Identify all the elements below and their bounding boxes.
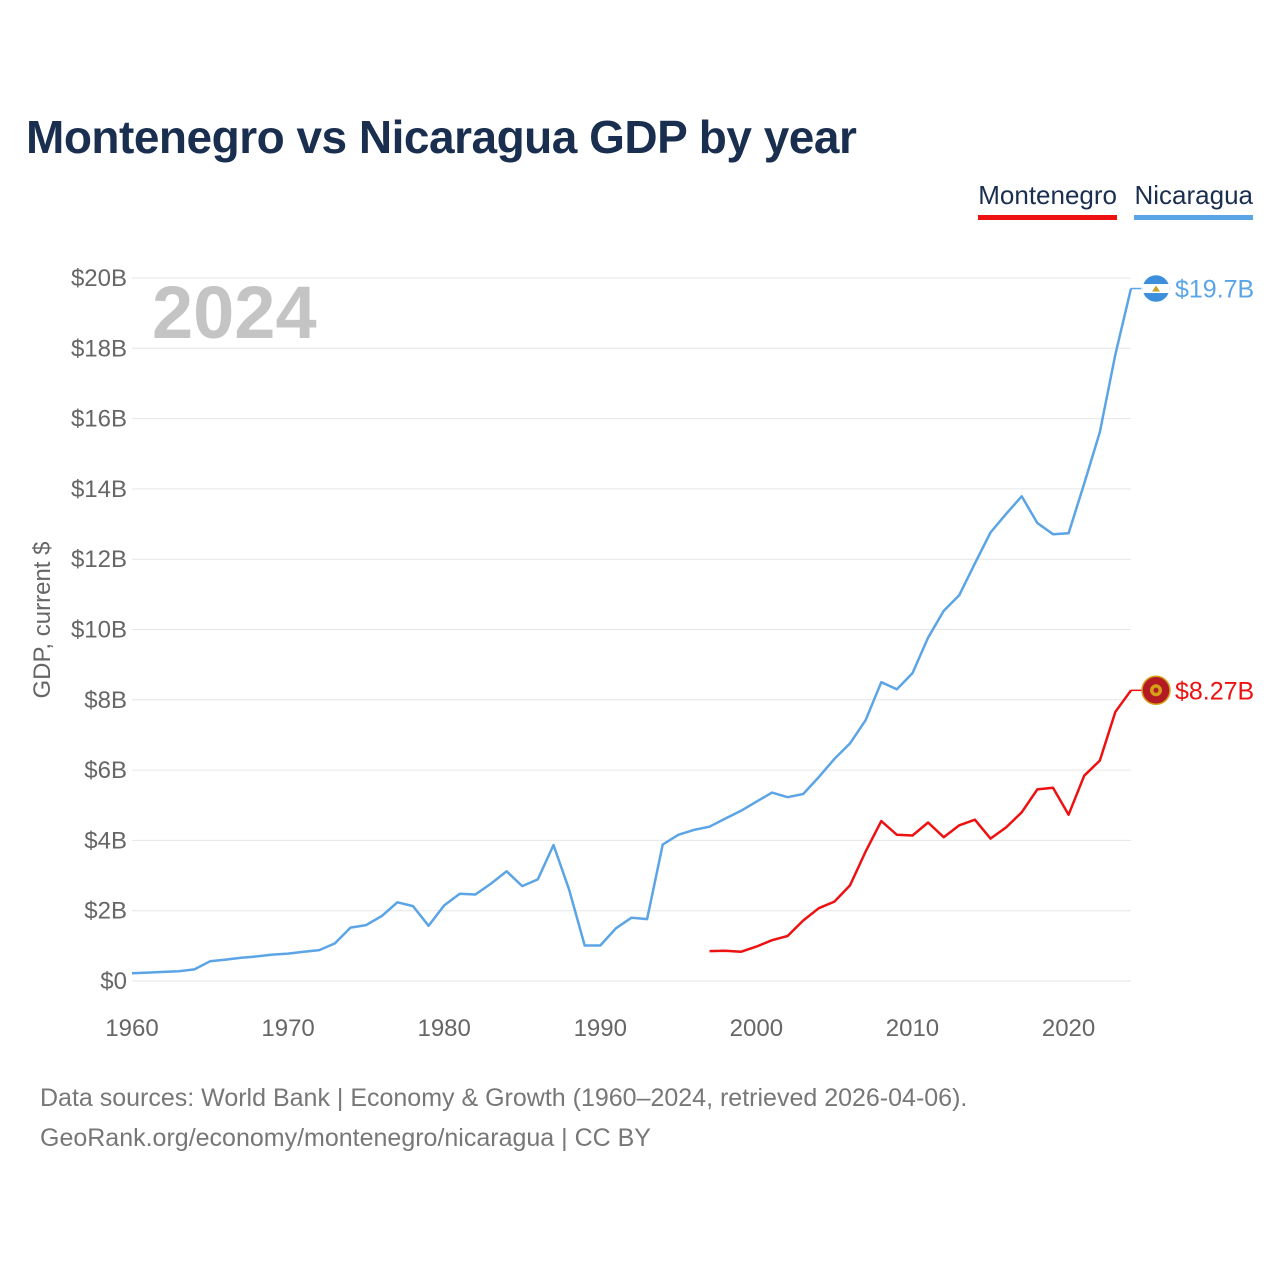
series-line-montenegro[interactable]: [709, 689, 1133, 954]
y-tick-label: $20B: [71, 265, 127, 292]
legend-item-nicaragua[interactable]: Nicaragua: [1134, 180, 1253, 220]
source-line-2[interactable]: GeoRank.org/economy/montenegro/nicaragua…: [40, 1124, 651, 1152]
y-axis: $0 $2B $4B $6B $8B $10B $12B $14B $16B $18B $20B: [71, 265, 127, 995]
line-chart: 2024 $0$2B$4B$6B$8B$10B$12B$14B$16B$18B$…: [29, 265, 1254, 1042]
end-value-label: $19.7B: [1175, 276, 1254, 304]
source-line-1: Data sources: World Bank | Economy & Gro…: [40, 1084, 968, 1112]
legend-item-montenegro[interactable]: Montenegro: [978, 180, 1117, 220]
y-axis-label: GDP, current $: [29, 542, 56, 699]
x-axis: 1960 1970 1980 1990 2000 2010 2020: [105, 1015, 1095, 1042]
x-tick-label: 2020: [1042, 1015, 1095, 1042]
series-lines: [131, 288, 1133, 975]
series-line-nicaragua[interactable]: [131, 288, 1133, 975]
y-tick-label: $2B: [84, 898, 127, 925]
x-tick-label: 1970: [261, 1015, 314, 1042]
end-value-label: $8.27B: [1175, 677, 1254, 705]
y-tick-label: $14B: [71, 476, 127, 503]
y-tick-label: $8B: [84, 687, 127, 714]
flag-emblem-center: [1153, 687, 1159, 693]
y-tick-label: $18B: [71, 335, 127, 362]
y-tick-label: $4B: [84, 827, 127, 854]
x-tick-label: 2010: [886, 1015, 939, 1042]
y-tick-label: $16B: [71, 406, 127, 433]
x-tick-label: 1990: [574, 1015, 627, 1042]
grid-lines: [132, 277, 1131, 982]
x-tick-label: 1980: [417, 1015, 470, 1042]
year-watermark: 2024: [152, 271, 317, 354]
page-title: Montenegro vs Nicaragua GDP by year: [26, 111, 857, 163]
y-tick-label: $12B: [71, 546, 127, 573]
end-labels: $19.7B $8.27B: [1131, 273, 1254, 705]
y-tick-label: $0: [100, 968, 127, 995]
x-tick-label: 1960: [105, 1015, 158, 1042]
flag-emblem: [1152, 285, 1160, 292]
y-tick-label: $10B: [71, 617, 127, 644]
x-tick-label: 2000: [730, 1015, 783, 1042]
y-tick-label: $6B: [84, 757, 127, 784]
